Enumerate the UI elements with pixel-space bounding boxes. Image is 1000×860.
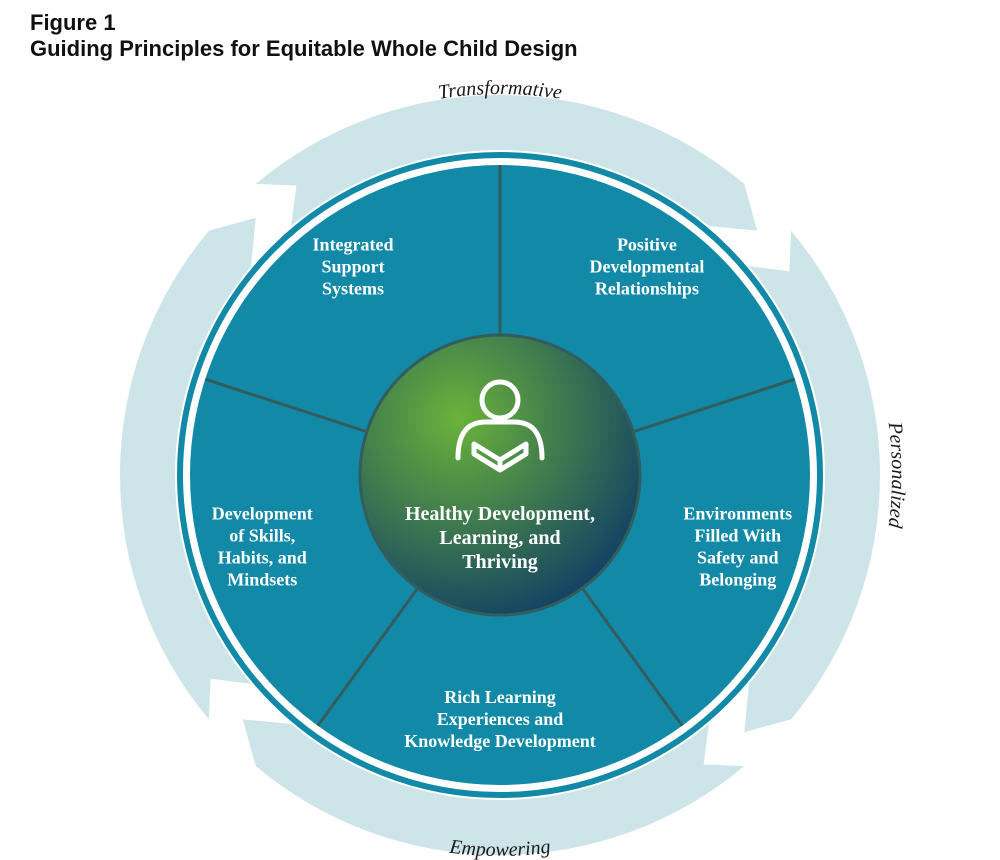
sector-label: IntegratedSupportSystems [313, 235, 394, 299]
center-circle [360, 335, 640, 615]
radial-diagram: TransformativePersonalizedEmpoweringCult… [0, 0, 1000, 860]
outer-ring-label: Personalized [883, 420, 909, 530]
figure-container: Figure 1 Guiding Principles for Equitabl… [0, 0, 1000, 860]
outer-ring-label: Empowering [447, 836, 551, 860]
